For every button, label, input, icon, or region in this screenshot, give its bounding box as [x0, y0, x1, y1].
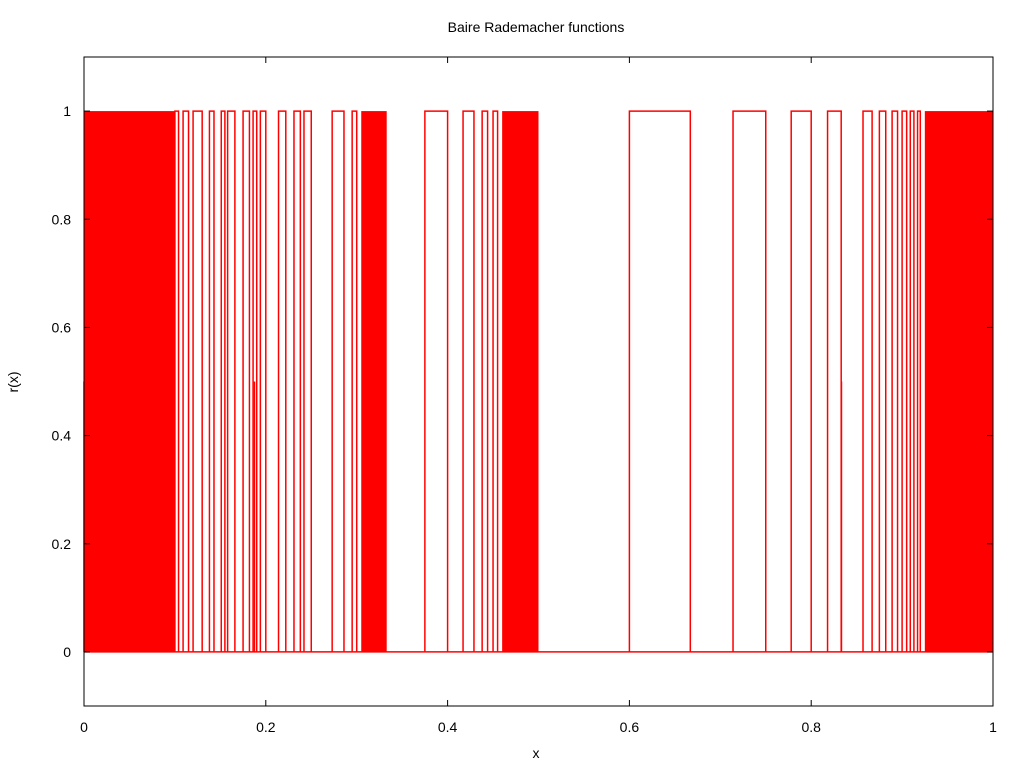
y-axis-label: r(x): [5, 372, 21, 393]
x-tick-label-3: 0.6: [620, 719, 640, 735]
axes: 0 0.2 0.4 0.6 0.8 1 0 0.2 0.4 0.6 0.8 1: [52, 56, 997, 735]
pulse-15: [462, 110, 475, 652]
pulse-24: [891, 110, 899, 652]
pulse-20: [790, 110, 812, 652]
pulse-18: [628, 110, 692, 652]
plot-area: [83, 110, 993, 653]
pulse-1: [182, 110, 190, 652]
pulse-17: [492, 110, 499, 652]
pulse-4: [220, 110, 226, 652]
x-tick-label-2: 0.4: [438, 719, 458, 735]
x-axis-label: x: [533, 745, 540, 761]
plot-frame: [83, 56, 994, 707]
pulse-6: [242, 110, 251, 652]
pulse-21: [826, 110, 842, 652]
x-tick-label-1: 0.2: [256, 719, 276, 735]
y-tick-label-5: 1: [63, 103, 71, 119]
pulse-16: [481, 110, 489, 652]
pulse-26: [909, 110, 915, 652]
pulse-14: [424, 110, 449, 652]
y-tick-label-3: 0.6: [52, 319, 72, 335]
dense-band-0: [84, 111, 175, 652]
pulse-8: [259, 110, 267, 652]
pulse-25: [901, 110, 908, 652]
pulse-5: [226, 110, 236, 652]
pulse-12: [331, 110, 345, 652]
pulse-19: [732, 110, 767, 652]
y-tick-label-0: 0: [63, 644, 71, 660]
pulse-7: [252, 110, 258, 652]
x-tick-label-5: 1: [989, 719, 997, 735]
pulse-13: [351, 110, 358, 652]
dense-band-2: [502, 111, 539, 652]
pulse-11: [303, 110, 312, 652]
y-tick-label-1: 0.2: [52, 536, 72, 552]
pulse-23: [878, 110, 887, 652]
x-tick-label-0: 0: [80, 719, 88, 735]
pulse-10: [293, 110, 302, 652]
pulse-9: [277, 110, 287, 652]
dense-band-1: [361, 111, 387, 652]
y-tick-label-4: 0.8: [52, 211, 72, 227]
pulse-27: [916, 110, 922, 652]
pulse-2: [192, 110, 203, 652]
x-tick-label-4: 0.8: [801, 719, 821, 735]
dense-band-3: [924, 111, 993, 652]
pulse-3: [208, 110, 215, 652]
y-tick-label-2: 0.4: [52, 428, 72, 444]
chart-title: Baire Rademacher functions: [448, 19, 625, 35]
pulse-22: [862, 110, 873, 652]
pulse-0: [174, 110, 180, 652]
